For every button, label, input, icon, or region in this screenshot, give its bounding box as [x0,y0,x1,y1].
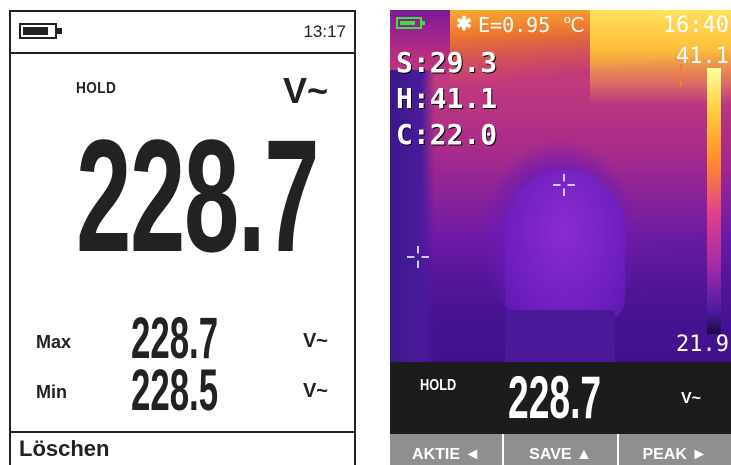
max-value: 228.7 [131,306,219,371]
min-unit: V~ [302,380,328,402]
emissivity-readout: E=0.95 ℃ [478,13,585,37]
main-unit: V~ [282,70,328,111]
save-button[interactable]: SAVE ▲ [502,434,616,465]
peak-button[interactable]: PEAK ► [616,434,731,465]
hold-indicator: HOLD [76,80,117,97]
battery-icon [396,17,425,29]
thermal-display: 41.1 21.9 ✱ E=0.95 ℃ 16:40 S:29.3 H:41.1… [390,10,731,465]
softkey-bar: Löschen [11,431,354,465]
cold-temperature: C:22.0 [396,118,498,151]
thermal-region-wall [390,70,435,362]
softkey-bar: AKTIE ◄ SAVE ▲ PEAK ► [390,434,731,465]
min-label: Min [36,382,67,402]
thermal-image: 41.1 21.9 [390,10,731,362]
hot-spot-crosshair-icon [670,64,692,86]
min-value: 228.5 [131,358,219,423]
scale-max-value: 41.1 [676,44,729,69]
main-reading: 228.7 [76,106,319,285]
clock: 16:40 [662,13,729,38]
hold-indicator: HOLD [420,377,457,394]
multimeter-display: 13:17 HOLD V~ 228.7 Max 228.7 V~ Min 228… [9,10,356,465]
center-crosshair-icon [553,174,575,196]
meter-unit: V~ [680,390,701,407]
thermal-region-object [505,170,625,320]
meter-value: 228.7 [508,364,602,431]
scale-min-value: 21.9 [676,332,729,357]
clear-button[interactable]: Löschen [19,436,110,461]
max-label: Max [36,332,72,352]
status-bar: 13:17 [11,12,354,54]
thermal-status-bar: ✱ E=0.95 ℃ 16:40 [390,10,731,40]
high-temperature: H:41.1 [396,82,498,115]
battery-icon [19,23,62,39]
spot-temperature: S:29.3 [396,46,498,79]
max-unit: V~ [302,330,328,352]
meter-readout-panel: HOLD 228.7 V~ [390,362,731,434]
aktie-button[interactable]: AKTIE ◄ [412,445,481,463]
cold-spot-crosshair-icon [407,246,429,268]
bluetooth-icon: ✱ [456,14,472,35]
color-scale-bar [707,68,721,334]
thermal-region-base [505,310,615,362]
clock: 13:17 [303,22,346,41]
